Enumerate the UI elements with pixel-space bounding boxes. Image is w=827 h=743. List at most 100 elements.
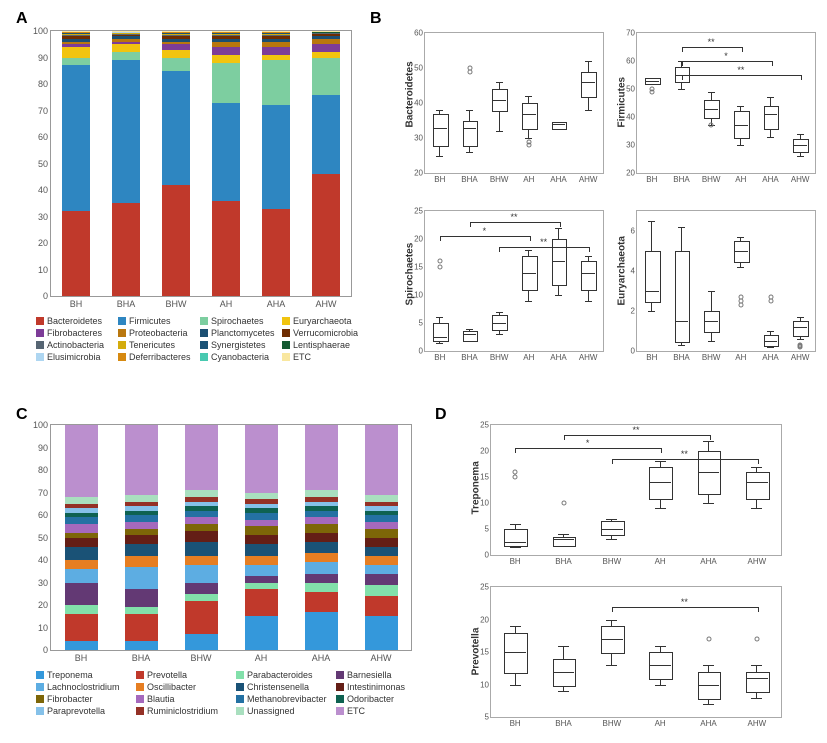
x-category: AH bbox=[655, 717, 666, 728]
bar-segment bbox=[125, 506, 158, 511]
y-tick: 30 bbox=[414, 134, 425, 143]
bar-segment bbox=[312, 33, 340, 34]
y-tick: 70 bbox=[38, 488, 51, 498]
panel-b-spirochaetes: 0510152025SpirochaetesBHBHABHWAHAHAAHW**… bbox=[424, 210, 604, 352]
bar-segment bbox=[305, 524, 338, 533]
legend-swatch bbox=[282, 329, 290, 337]
y-tick: 50 bbox=[38, 533, 51, 543]
bar-segment bbox=[305, 583, 338, 592]
bar-segment bbox=[365, 574, 398, 585]
bar-segment bbox=[312, 39, 340, 44]
legend-swatch bbox=[36, 683, 44, 691]
x-category: AHW bbox=[791, 351, 810, 362]
y-tick: 90 bbox=[38, 53, 51, 63]
significance-label: ** bbox=[681, 449, 688, 459]
legend-label: Barnesiella bbox=[347, 670, 392, 680]
bar-segment bbox=[162, 34, 190, 35]
bar-segment bbox=[162, 71, 190, 185]
bar-segment bbox=[365, 511, 398, 516]
y-tick: 5 bbox=[485, 713, 491, 722]
boxplot-box bbox=[649, 467, 673, 500]
bar-segment bbox=[365, 506, 398, 511]
y-axis-label: Euryarchaeota bbox=[617, 256, 628, 306]
legend-label: Unassigned bbox=[247, 706, 295, 716]
boxplot-box bbox=[698, 451, 722, 495]
bar-segment bbox=[65, 569, 98, 583]
bar-segment bbox=[262, 55, 290, 60]
legend-swatch bbox=[36, 695, 44, 703]
bar-segment bbox=[185, 583, 218, 594]
legend-label: Oscillibacter bbox=[147, 682, 196, 692]
legend-item: Fibrobacter bbox=[36, 694, 132, 704]
legend-swatch bbox=[336, 707, 344, 715]
bar-segment bbox=[65, 583, 98, 606]
bar-segment bbox=[212, 55, 240, 63]
bar-segment bbox=[262, 36, 290, 39]
stacked-bar bbox=[312, 31, 340, 296]
x-category: BHA bbox=[132, 650, 151, 663]
x-category: AH bbox=[735, 351, 746, 362]
bar-segment bbox=[245, 589, 278, 616]
significance-label: * bbox=[586, 438, 590, 448]
significance-bracket bbox=[682, 61, 773, 66]
y-tick: 50 bbox=[626, 85, 637, 94]
y-tick: 10 bbox=[414, 291, 425, 300]
bar-segment bbox=[212, 63, 240, 103]
outlier bbox=[768, 295, 773, 300]
bar-segment bbox=[65, 524, 98, 533]
legend-item: Actinobacteria bbox=[36, 340, 114, 350]
legend-label: Euryarchaeota bbox=[293, 316, 352, 326]
legend-label: Prevotella bbox=[147, 670, 187, 680]
bar-segment bbox=[365, 522, 398, 529]
y-tick: 30 bbox=[38, 212, 51, 222]
y-tick: 20 bbox=[38, 238, 51, 248]
legend-item: Intestinimonas bbox=[336, 682, 432, 692]
y-tick: 25 bbox=[480, 421, 491, 430]
bar-segment bbox=[312, 95, 340, 175]
bar-segment bbox=[312, 36, 340, 39]
x-category: BHA bbox=[673, 351, 689, 362]
bar-segment bbox=[262, 105, 290, 208]
outlier bbox=[709, 123, 714, 128]
bar-segment bbox=[125, 535, 158, 544]
legend-label: Lentisphaerae bbox=[293, 340, 350, 350]
bar-segment bbox=[312, 44, 340, 52]
legend-swatch bbox=[200, 341, 208, 349]
legend-item: Tenericutes bbox=[118, 340, 196, 350]
legend-label: Synergistetes bbox=[211, 340, 266, 350]
x-category: BH bbox=[510, 717, 521, 728]
stacked-bar bbox=[62, 31, 90, 296]
x-category: AHW bbox=[371, 650, 392, 663]
x-category: BHA bbox=[555, 717, 571, 728]
bar-segment bbox=[185, 490, 218, 497]
x-category: BHW bbox=[490, 173, 509, 184]
legend-item: Deferribacteres bbox=[118, 352, 196, 362]
y-tick: 0 bbox=[485, 551, 491, 560]
legend-swatch bbox=[336, 683, 344, 691]
x-category: AHA bbox=[312, 650, 331, 663]
significance-bracket bbox=[499, 247, 590, 252]
panel-label-c: C bbox=[16, 406, 28, 424]
y-tick: 30 bbox=[38, 578, 51, 588]
x-category: BHW bbox=[702, 173, 721, 184]
bar-segment bbox=[62, 39, 90, 42]
boxplot-box bbox=[746, 472, 770, 500]
y-tick: 4 bbox=[631, 267, 637, 276]
bar-segment bbox=[185, 542, 218, 556]
outlier bbox=[754, 637, 759, 642]
bar-segment bbox=[185, 531, 218, 542]
bar-segment bbox=[185, 565, 218, 583]
legend-item: Oscillibacter bbox=[136, 682, 232, 692]
outlier bbox=[467, 66, 472, 71]
bar-segment bbox=[65, 614, 98, 641]
outlier bbox=[649, 87, 654, 92]
legend-label: Elusimicrobia bbox=[47, 352, 101, 362]
legend-item: Proteobacteria bbox=[118, 328, 196, 338]
legend-label: Actinobacteria bbox=[47, 340, 104, 350]
y-tick: 80 bbox=[38, 79, 51, 89]
bar-segment bbox=[365, 538, 398, 547]
stacked-bar bbox=[262, 31, 290, 296]
bar-segment bbox=[305, 574, 338, 583]
significance-bracket bbox=[612, 607, 759, 612]
bar-segment bbox=[212, 47, 240, 55]
